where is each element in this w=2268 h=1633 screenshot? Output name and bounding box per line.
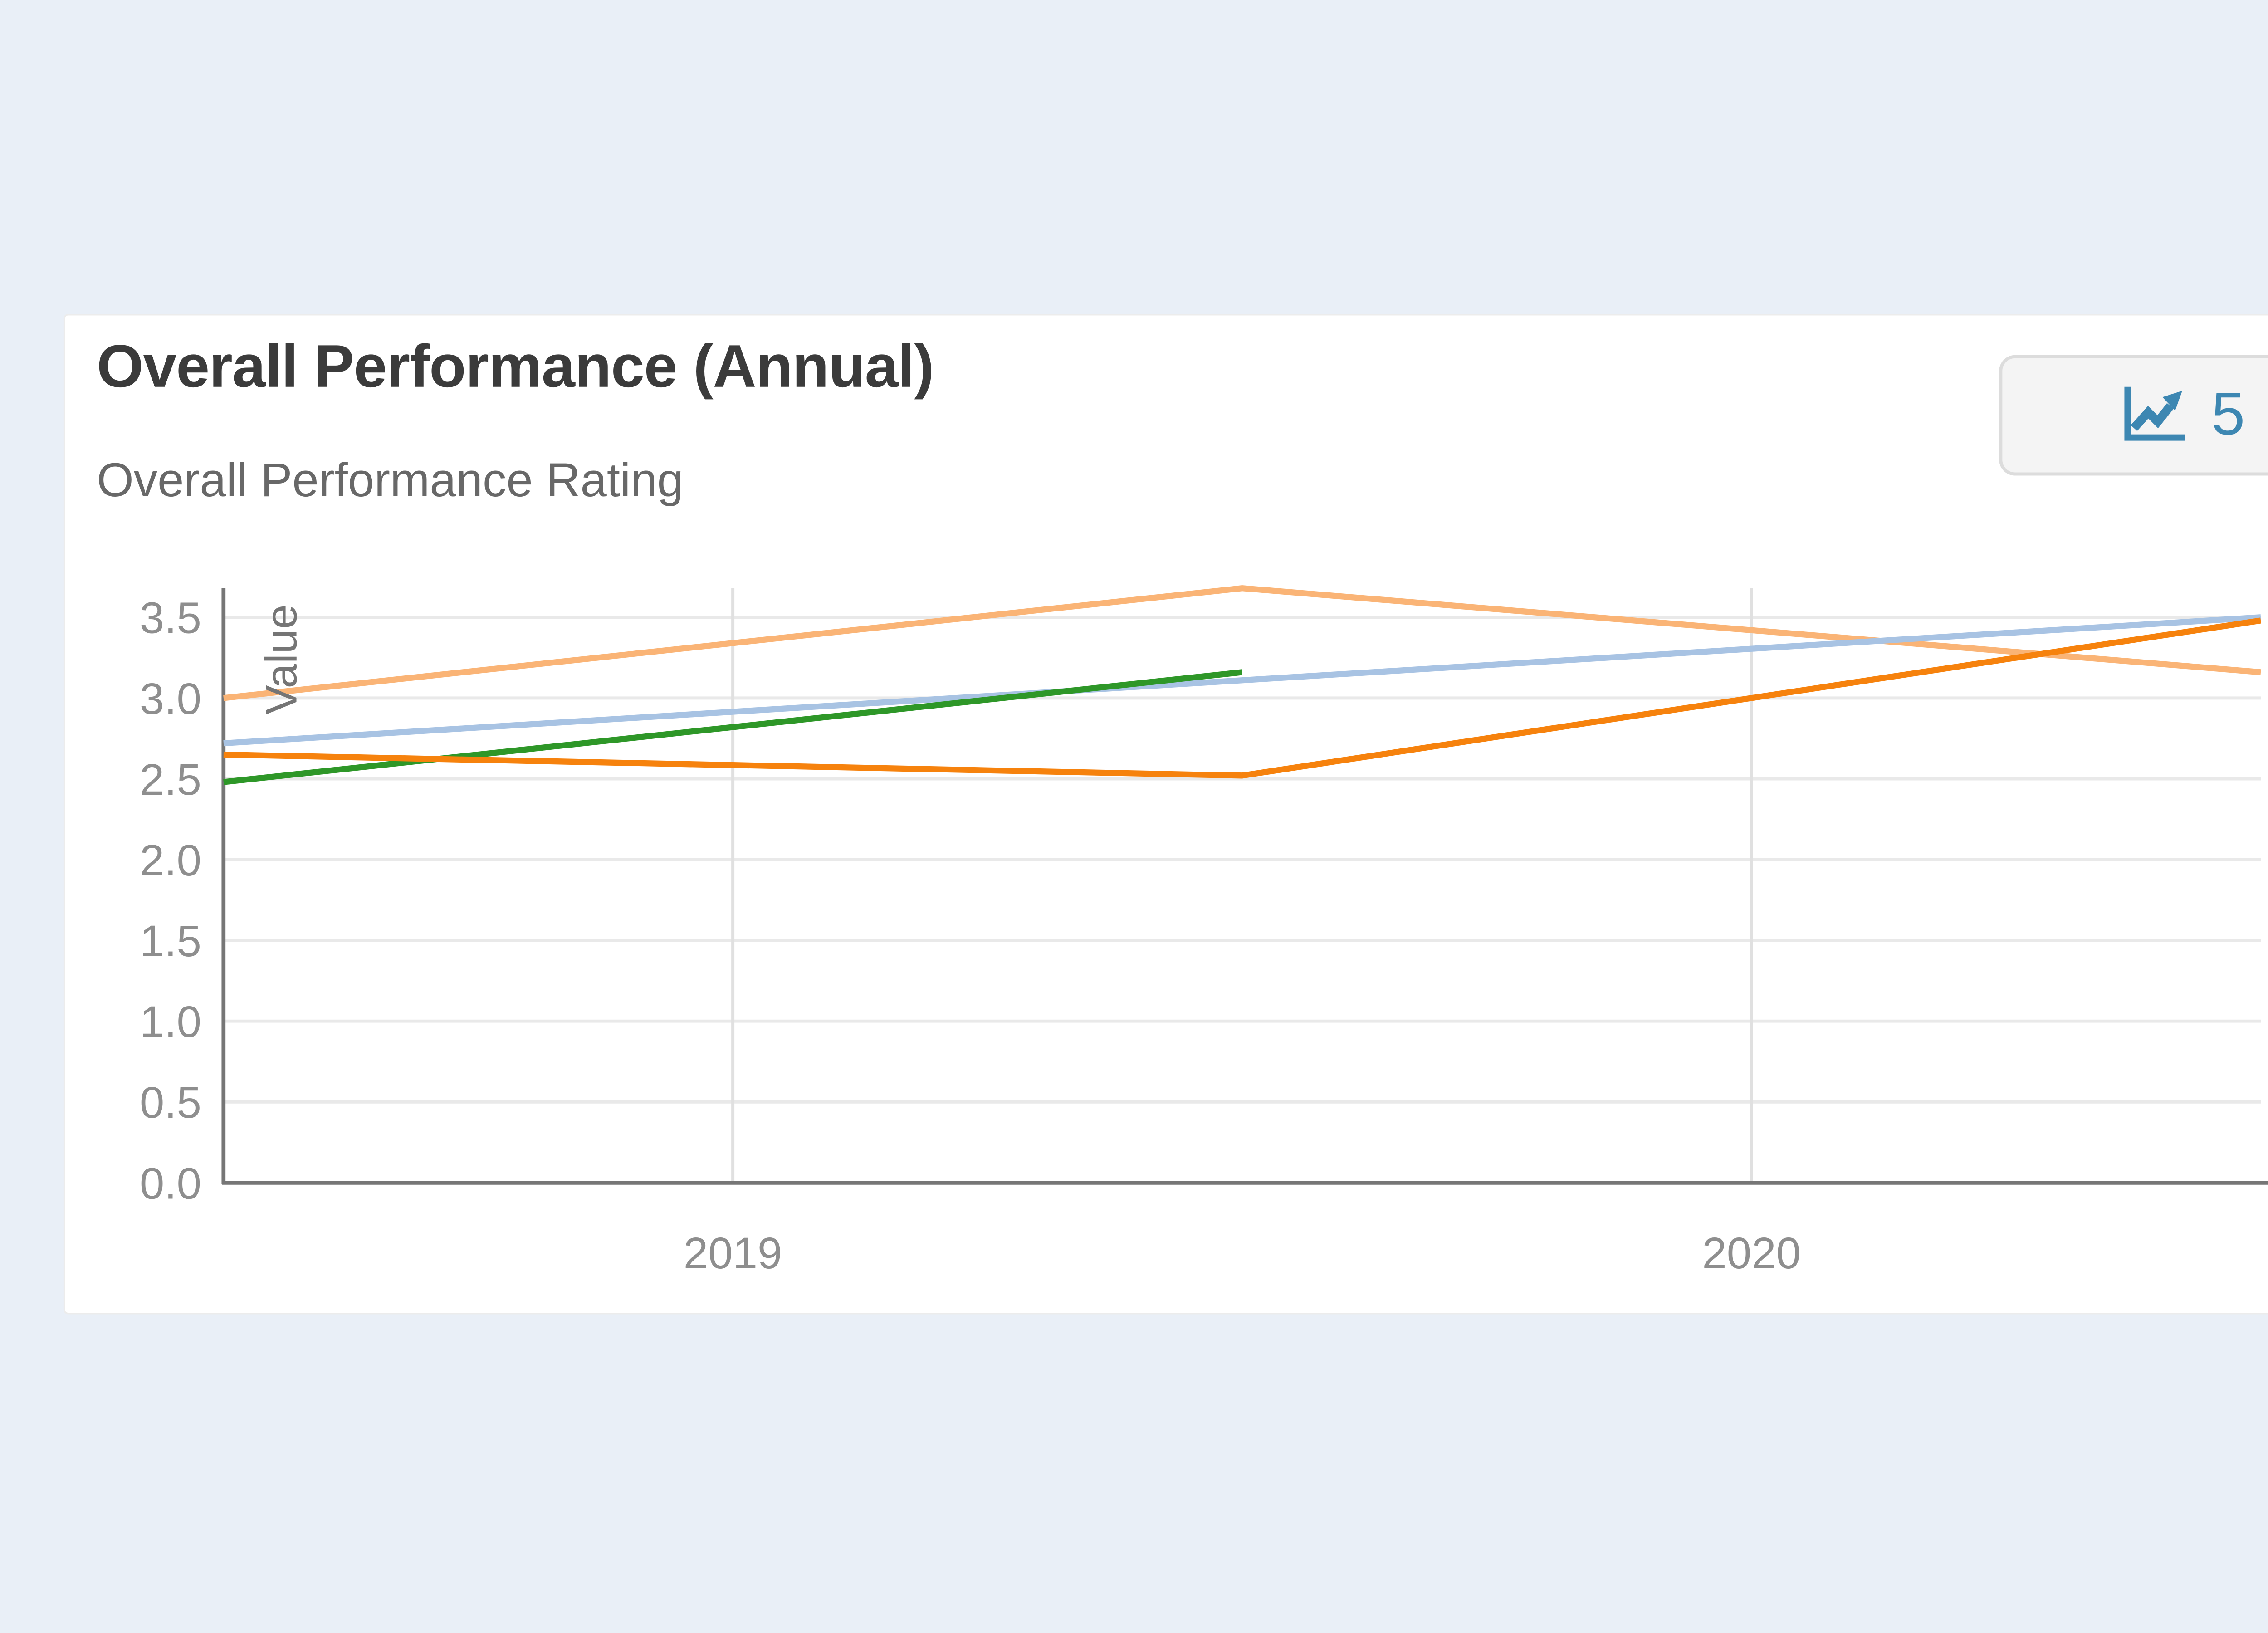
y-axis-title: Value [256, 604, 306, 714]
badge-count: 5 [2211, 382, 2245, 449]
series-line-light-orange [223, 585, 2261, 701]
chart-line-icon [2118, 384, 2188, 447]
line-chart: 0.0 0.5 1.0 1.5 2.0 2.5 3.0 3.5 2019 2020 Value [65, 316, 2268, 1316]
y-tick-label: 2.0 [140, 835, 201, 885]
x-tick-label: 2019 [684, 1228, 782, 1278]
line-chart-svg: 0.0 0.5 1.0 1.5 2.0 2.5 3.0 3.5 2019 2020 Value [140, 585, 2268, 1278]
card-title: Overall Performance (Annual) [97, 334, 934, 401]
report-count-badge[interactable]: 5 [1999, 355, 2268, 476]
series-line-orange [223, 617, 2262, 779]
y-tick-label: 0.0 [140, 1158, 201, 1208]
y-tick-label: 2.5 [140, 754, 201, 804]
y-tick-label: 0.5 [140, 1077, 201, 1127]
card-subtitle: Overall Performance Rating [97, 455, 684, 508]
performance-chart-card: Overall Performance (Annual) Overall Per… [63, 314, 2268, 1316]
x-tick-label: 2020 [1702, 1228, 1801, 1278]
y-tick-label: 1.0 [140, 997, 201, 1046]
y-tick-label: 1.5 [140, 916, 201, 966]
y-tick-label: 3.5 [140, 593, 201, 643]
series-line-green [223, 669, 1243, 785]
series-line-light-blue [223, 614, 2261, 747]
y-tick-label: 3.0 [140, 674, 201, 724]
